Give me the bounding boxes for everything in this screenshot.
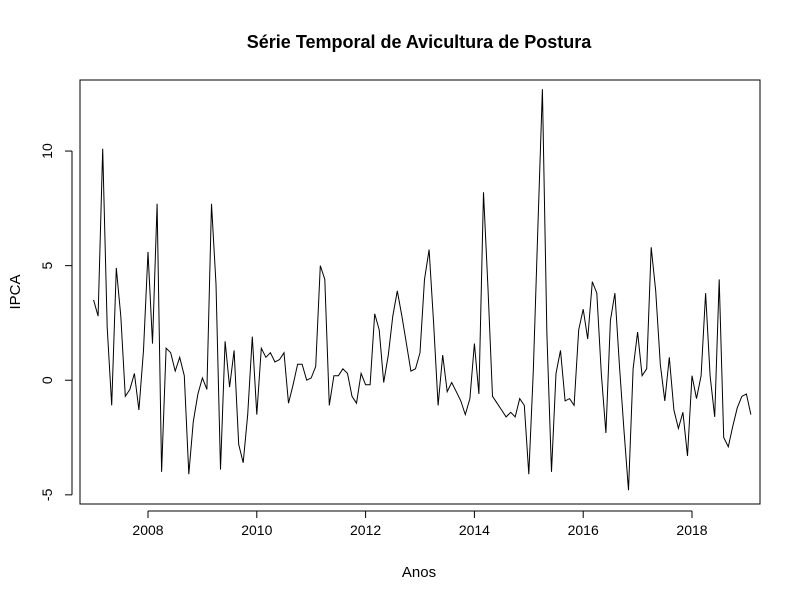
y-tick-label: 10 bbox=[39, 143, 55, 159]
plot-area-box bbox=[79, 79, 761, 505]
x-tick-label: 2014 bbox=[459, 522, 490, 538]
x-tick-label: 2008 bbox=[132, 522, 163, 538]
chart-title: Série Temporal de Avicultura de Postura bbox=[247, 32, 592, 52]
x-tick-label: 2010 bbox=[241, 522, 272, 538]
y-tick-label: 0 bbox=[39, 376, 55, 384]
y-axis-label: IPCA bbox=[7, 274, 24, 309]
x-axis-label: Anos bbox=[402, 564, 436, 581]
x-tick-label: 2018 bbox=[676, 522, 707, 538]
x-tick-label: 2016 bbox=[568, 522, 599, 538]
y-axis: -5 0 5 10 bbox=[39, 143, 73, 501]
x-axis: 2008 2010 2012 2014 2016 2018 bbox=[132, 510, 708, 538]
y-tick-label: -5 bbox=[39, 488, 55, 501]
x-tick-label: 2012 bbox=[350, 522, 381, 538]
y-tick-label: 5 bbox=[39, 262, 55, 270]
series-line bbox=[93, 89, 752, 491]
